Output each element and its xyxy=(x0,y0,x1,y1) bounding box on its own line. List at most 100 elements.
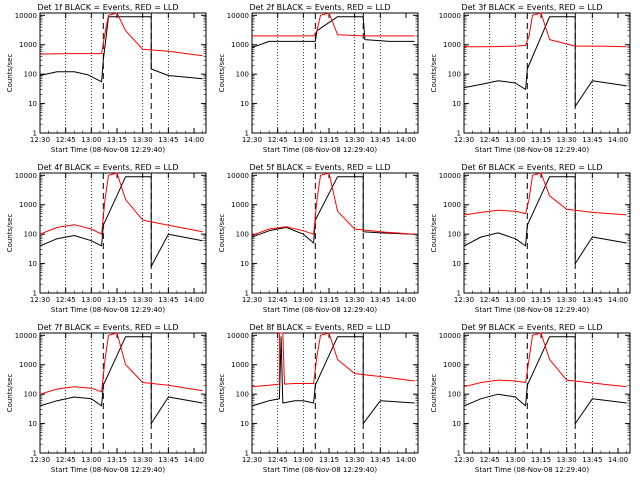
panel-1: Det 1f BLACK = Events, RED = LLD Start T… xyxy=(6,3,207,154)
y-tick-label: 10000 xyxy=(15,12,37,20)
y-tick-label: 1000 xyxy=(443,361,461,369)
x-tick-label: 13:15 xyxy=(107,456,127,464)
lld-series-line xyxy=(251,172,415,236)
x-tick-label: 12:45 xyxy=(268,136,288,144)
x-tick-label: 12:45 xyxy=(480,456,500,464)
x-tick-label: 14:00 xyxy=(396,456,416,464)
plot-frame xyxy=(39,12,207,134)
x-tick-label: 13:15 xyxy=(531,136,551,144)
x-axis-label: Start Time (08-Nov-08 12:29:40) xyxy=(475,466,589,474)
x-tick-label: 13:45 xyxy=(158,136,178,144)
plot-frame xyxy=(463,172,631,294)
x-tick-label: 14:00 xyxy=(184,296,204,304)
plot-frame xyxy=(251,12,419,134)
panel-8: Det 8f BLACK = Events, RED = LLD Start T… xyxy=(218,323,419,474)
lld-series-line xyxy=(251,332,415,388)
lld-series-line xyxy=(464,12,627,48)
x-axis-label: Start Time (08-Nov-08 12:29:40) xyxy=(51,466,165,474)
x-axis-label: Start Time (08-Nov-08 12:29:40) xyxy=(475,146,589,154)
x-tick-label: 13:15 xyxy=(531,296,551,304)
y-tick-label: 1 xyxy=(457,130,461,138)
y-tick-label: 10000 xyxy=(227,12,249,20)
y-tick-label: 100 xyxy=(448,71,461,79)
x-tick-label: 14:00 xyxy=(184,456,204,464)
events-series-line xyxy=(39,336,203,425)
x-tick-label: 12:30 xyxy=(454,456,474,464)
y-tick-label: 1000 xyxy=(231,361,249,369)
y-tick-label: 100 xyxy=(236,71,249,79)
panel-6: Det 6f BLACK = Events, RED = LLD Start T… xyxy=(430,163,631,314)
x-tick-label: 12:45 xyxy=(56,456,76,464)
x-axis-label: Start Time (08-Nov-08 12:29:40) xyxy=(263,146,377,154)
x-tick-label: 13:45 xyxy=(582,456,602,464)
x-tick-label: 12:30 xyxy=(30,456,50,464)
x-tick-label: 13:15 xyxy=(319,136,339,144)
y-tick-label: 100 xyxy=(24,231,37,239)
y-tick-label: 1 xyxy=(457,450,461,458)
x-tick-label: 13:15 xyxy=(107,296,127,304)
x-tick-label: 12:30 xyxy=(242,136,262,144)
panel-3: Det 3f BLACK = Events, RED = LLD Start T… xyxy=(430,3,631,154)
x-tick-label: 13:30 xyxy=(345,456,365,464)
x-axis-label: Start Time (08-Nov-08 12:29:40) xyxy=(263,466,377,474)
y-tick-label: 100 xyxy=(236,231,249,239)
x-tick-label: 13:00 xyxy=(293,456,313,464)
x-tick-label: 13:15 xyxy=(319,296,339,304)
x-tick-label: 13:00 xyxy=(505,136,525,144)
x-tick-label: 13:00 xyxy=(81,136,101,144)
x-tick-label: 13:00 xyxy=(81,296,101,304)
x-tick-label: 14:00 xyxy=(184,136,204,144)
y-tick-label: 10000 xyxy=(439,12,461,20)
x-tick-label: 13:00 xyxy=(81,456,101,464)
x-tick-label: 13:45 xyxy=(370,136,390,144)
events-series-line xyxy=(251,176,415,244)
x-tick-label: 12:45 xyxy=(268,456,288,464)
x-tick-label: 13:45 xyxy=(582,296,602,304)
x-tick-label: 12:45 xyxy=(480,296,500,304)
x-tick-label: 14:00 xyxy=(608,136,628,144)
y-tick-label: 1 xyxy=(33,290,37,298)
plot-frame xyxy=(463,332,631,454)
x-tick-label: 13:15 xyxy=(531,456,551,464)
y-tick-label: 10 xyxy=(240,100,249,108)
y-axis-label: Counts/sec xyxy=(218,374,226,413)
panel-title: Det 2f BLACK = Events, RED = LLD xyxy=(249,3,390,12)
events-series-line xyxy=(463,336,627,425)
y-axis-label: Counts/sec xyxy=(6,374,14,413)
y-tick-label: 10 xyxy=(452,420,461,428)
x-tick-label: 13:15 xyxy=(319,456,339,464)
lld-series-line xyxy=(463,172,627,216)
y-axis-label: Counts/sec xyxy=(6,54,14,93)
y-tick-label: 10000 xyxy=(15,332,37,340)
x-tick-label: 12:30 xyxy=(30,136,50,144)
panel-title: Det 4f BLACK = Events, RED = LLD xyxy=(37,163,178,172)
x-tick-label: 12:45 xyxy=(480,136,500,144)
plot-frame xyxy=(251,332,419,454)
x-tick-label: 13:15 xyxy=(107,136,127,144)
panel-title: Det 5f BLACK = Events, RED = LLD xyxy=(249,163,390,172)
x-axis-label: Start Time (08-Nov-08 12:29:40) xyxy=(475,306,589,314)
y-tick-label: 100 xyxy=(24,391,37,399)
x-tick-label: 13:45 xyxy=(158,296,178,304)
lld-series-line xyxy=(39,332,203,395)
y-tick-label: 1 xyxy=(245,290,249,298)
panel-title: Det 1f BLACK = Events, RED = LLD xyxy=(37,3,178,12)
y-tick-label: 10 xyxy=(240,260,249,268)
y-tick-label: 100 xyxy=(448,391,461,399)
y-tick-label: 100 xyxy=(448,231,461,239)
x-tick-label: 12:45 xyxy=(56,296,76,304)
x-tick-label: 13:45 xyxy=(370,456,390,464)
panel-title: Det 8f BLACK = Events, RED = LLD xyxy=(249,323,390,332)
plot-frame xyxy=(463,12,631,134)
plot-frame xyxy=(39,332,207,454)
x-tick-label: 13:30 xyxy=(345,136,365,144)
events-series-line xyxy=(463,176,627,265)
y-axis-label: Counts/sec xyxy=(218,54,226,93)
y-tick-label: 10000 xyxy=(15,172,37,180)
events-series-line xyxy=(39,176,203,267)
x-tick-label: 14:00 xyxy=(608,296,628,304)
x-axis-label: Start Time (08-Nov-08 12:29:40) xyxy=(263,306,377,314)
y-axis-label: Counts/sec xyxy=(218,214,226,253)
panel-2: Det 2f BLACK = Events, RED = LLD Start T… xyxy=(218,3,419,154)
x-tick-label: 13:30 xyxy=(133,136,153,144)
